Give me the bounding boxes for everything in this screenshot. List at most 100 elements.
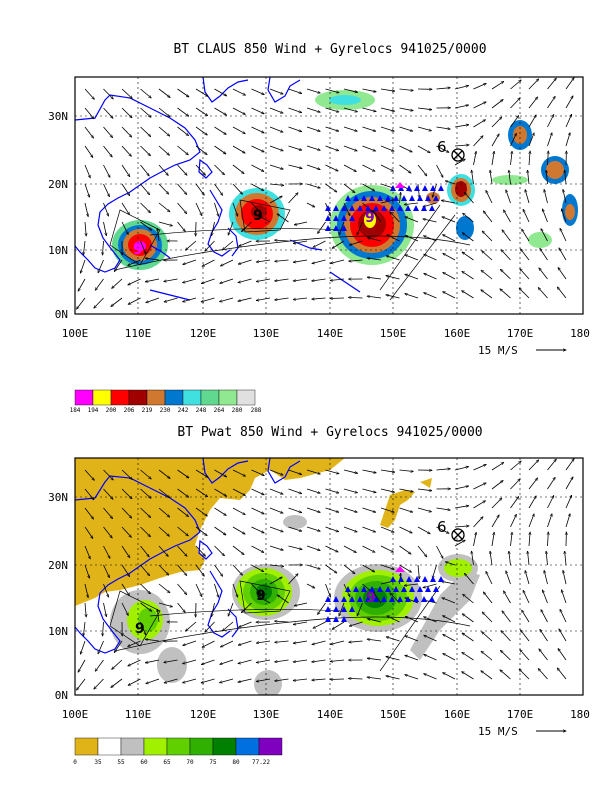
wind-arrow — [306, 545, 320, 551]
lat-label: 30N — [48, 491, 68, 504]
wind-arrow — [158, 164, 168, 176]
gyre-triangle — [349, 596, 355, 602]
gyre-triangle — [438, 576, 444, 582]
wind-arrow — [547, 133, 553, 147]
wind-arrow — [288, 107, 302, 113]
reference-vector-label: 15 M/S — [478, 725, 518, 738]
wind-arrow — [504, 210, 511, 223]
wind-arrow — [436, 526, 450, 533]
wind-arrow — [343, 202, 350, 216]
wind-arrow — [288, 145, 302, 150]
wind-arrow — [473, 517, 484, 528]
wind-arrow — [482, 251, 493, 261]
wind-arrow — [293, 659, 308, 662]
wind-arrow — [565, 170, 567, 185]
cyclone-symbol: 6 — [437, 138, 447, 156]
wind-arrow — [399, 145, 413, 152]
wind-arrow — [349, 240, 363, 245]
wind-arrow — [349, 297, 363, 298]
wind-arrow — [548, 151, 549, 166]
wind-arrow — [269, 196, 282, 204]
wind-arrow — [128, 640, 141, 647]
wind-arrow — [436, 507, 451, 510]
gyre-triangle — [365, 596, 371, 602]
wind-arrow — [251, 183, 264, 191]
gyre-triangle — [421, 596, 427, 602]
wind-arrow — [325, 126, 339, 131]
wind-arrow — [462, 271, 474, 280]
wind-arrow — [103, 526, 113, 538]
wind-arrow — [565, 459, 574, 471]
wind-arrow — [399, 107, 414, 111]
wind-arrow — [325, 526, 339, 532]
wind-arrow — [121, 202, 130, 215]
wind-arrow — [404, 583, 419, 586]
wind-arrow — [140, 507, 151, 518]
wind-arrow — [258, 596, 271, 604]
wind-arrow — [443, 272, 456, 280]
panel-2-frame — [74, 457, 584, 696]
wind-arrow — [158, 507, 170, 517]
wind-arrow — [565, 495, 572, 509]
cyclone-symbol: 9 — [135, 621, 145, 637]
gyre-triangle — [377, 586, 383, 592]
gyre-triangle — [369, 195, 375, 201]
wind-arrow — [483, 211, 493, 223]
wind-arrow — [318, 221, 326, 234]
wind-arrow — [183, 278, 197, 283]
wind-arrow — [195, 126, 207, 135]
wind-arrow — [367, 658, 382, 661]
wind-arrow — [306, 126, 320, 131]
wind-arrow — [275, 297, 289, 300]
wind-arrow — [436, 545, 444, 558]
wind-arrow — [94, 678, 104, 689]
wind-arrow — [473, 151, 477, 166]
wind-arrow — [128, 678, 141, 685]
wind-arrow — [367, 639, 382, 642]
gyre-triangle — [361, 195, 367, 201]
wind-arrow — [482, 231, 493, 242]
wind-arrow — [542, 209, 548, 223]
lat-label: 30N — [48, 110, 68, 123]
wind-arrow — [256, 278, 271, 282]
wind-vectors — [77, 78, 575, 310]
wind-arrow — [177, 602, 186, 613]
wind-arrow — [500, 289, 511, 299]
wind-arrow — [98, 259, 104, 273]
wind-arrow — [357, 602, 363, 616]
gyre-triangle — [413, 596, 419, 602]
wind-arrow — [483, 592, 493, 604]
wind-arrow — [473, 532, 477, 547]
wind-arrow — [481, 671, 493, 680]
wind-arrow — [202, 640, 215, 647]
wind-arrow — [330, 679, 345, 680]
wind-arrow — [288, 193, 299, 204]
wind-arrow — [232, 202, 238, 216]
wind-arrow — [306, 564, 320, 569]
wind-arrow — [232, 488, 245, 496]
wind-arrow — [343, 507, 357, 512]
wind-arrow — [140, 564, 150, 576]
gyre-triangle — [349, 205, 355, 211]
wind-arrow — [330, 659, 345, 662]
gyre-triangle — [333, 606, 339, 612]
gyre-triangle — [369, 586, 375, 592]
wind-arrow — [84, 564, 90, 578]
wind-arrow — [306, 469, 320, 474]
wind-arrow — [362, 88, 377, 92]
wind-arrow — [445, 181, 456, 185]
wind-arrow — [195, 488, 208, 497]
wind-arrow — [84, 145, 93, 158]
wind-arrow — [349, 641, 363, 642]
wind-arrow — [539, 268, 548, 280]
colorbar-swatch — [236, 389, 256, 406]
wind-arrow — [544, 189, 548, 204]
wind-arrow — [288, 574, 299, 585]
wind-arrow — [546, 551, 548, 566]
wind-arrow — [238, 259, 252, 264]
wind-arrow — [212, 221, 215, 236]
colorbar-tick: 230 — [160, 407, 171, 414]
wind-arrow — [195, 88, 208, 96]
wind-arrow — [313, 621, 326, 628]
wind-arrow — [158, 602, 173, 607]
